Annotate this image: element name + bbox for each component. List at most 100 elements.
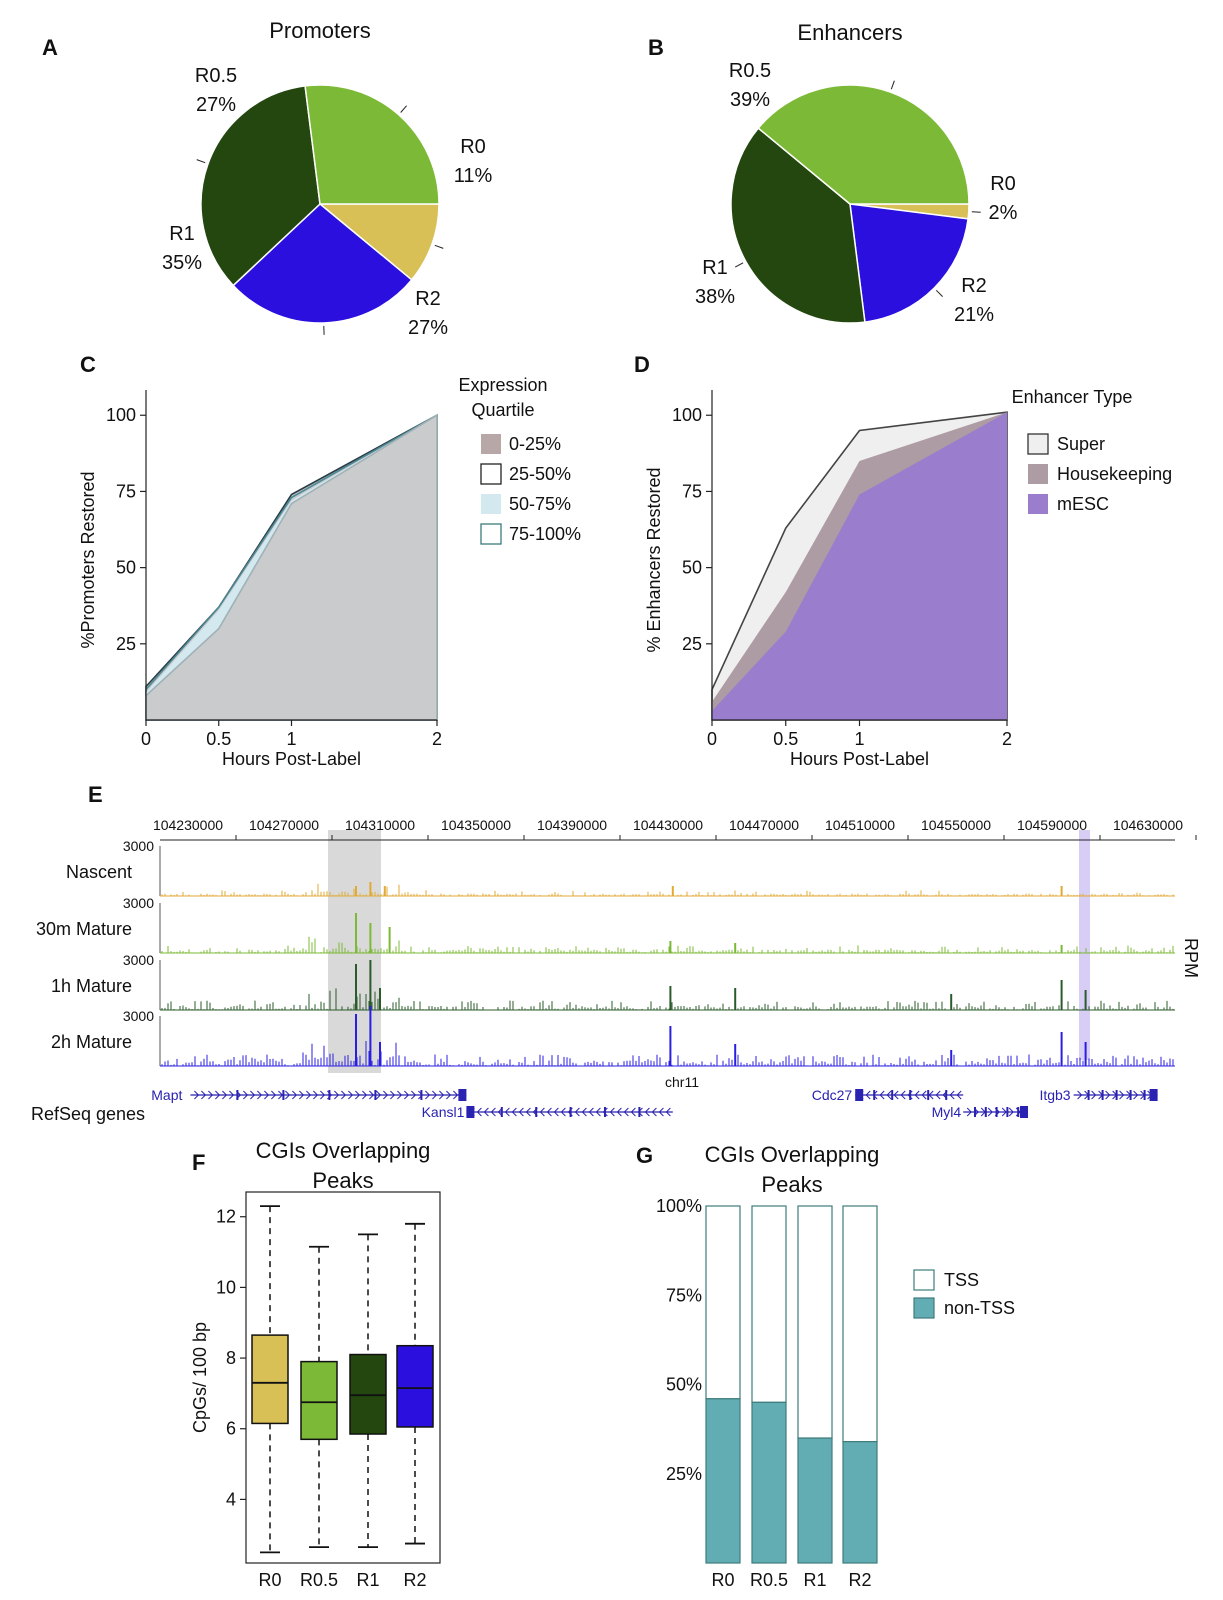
legend-label-housekeeping: Housekeeping xyxy=(1057,464,1172,484)
legend-swatch-tss xyxy=(913,1269,935,1291)
y-tick-label: 25 xyxy=(682,634,702,654)
legend-swatch-0-25 xyxy=(481,434,501,454)
x-tick-label: 1 xyxy=(854,729,864,749)
pie-slice-r2 xyxy=(849,203,969,323)
gene-exon-kansl1 xyxy=(466,1106,475,1118)
category-label-r1: R1 xyxy=(803,1570,826,1590)
panel-label-b: B xyxy=(648,35,664,60)
panel-label-f: F xyxy=(192,1150,205,1175)
legend-title-line-2: Quartile xyxy=(471,400,534,420)
x-tick-label: 1 xyxy=(286,729,296,749)
pie-slice-r1 xyxy=(730,127,866,324)
x-tick-label: 0.5 xyxy=(773,729,798,749)
track-signal-2h-mature xyxy=(161,1041,1174,1066)
box-r2 xyxy=(396,1344,434,1428)
pie-leader-r2 xyxy=(935,289,943,297)
y-tick-label: 50 xyxy=(682,558,702,578)
pie-pct-r1: 38% xyxy=(695,286,735,308)
gene-exon-itgb3 xyxy=(1143,1090,1146,1100)
pie-label-r2: R2 xyxy=(415,288,441,310)
bar-title-line-2: Peaks xyxy=(761,1172,822,1197)
pie-leader-r1 xyxy=(734,262,744,268)
pie-leader-r0 xyxy=(434,244,444,249)
pie-label-r0-5: R0.5 xyxy=(195,65,237,87)
legend-swatch-non-tss xyxy=(913,1297,935,1319)
gene-exon-cdc27 xyxy=(927,1090,930,1100)
x-axis-label: Hours Post-Label xyxy=(790,749,929,769)
bar-tss-r1 xyxy=(797,1205,833,1439)
panel-g-cgi-stacked-bars: G CGIs Overlapping Peaks 25% 50% 75% 100% R0 R0… xyxy=(636,1142,1015,1590)
pie-leader-r1 xyxy=(196,159,206,164)
gene-exon-myl4 xyxy=(984,1107,987,1117)
gene-exon-kansl1 xyxy=(638,1107,641,1117)
panel-label-g: G xyxy=(636,1143,653,1168)
x-tick-label: 2 xyxy=(1002,729,1012,749)
y-tick-label: 50 xyxy=(116,558,136,578)
track-max-label: 3000 xyxy=(123,838,154,854)
y-tick-label: 100% xyxy=(656,1196,702,1216)
legend-title-line-1: Expression xyxy=(458,375,547,395)
bar-tss-r0-5 xyxy=(751,1205,787,1403)
track-max-label: 3000 xyxy=(123,895,154,911)
panel-label-d: D xyxy=(634,352,650,377)
panel-label-a: A xyxy=(42,35,58,60)
pie-pct-r0: 2% xyxy=(989,202,1018,224)
coordinate-label: 104470000 xyxy=(729,817,799,833)
panel-e-genome-browser: E 104230000 104270000 104310000 104350000 10… xyxy=(31,782,1201,1124)
gene-exon-itgb3 xyxy=(1149,1089,1158,1101)
coordinate-label: 104430000 xyxy=(633,817,703,833)
legend-label-25-50: 25-50% xyxy=(509,464,571,484)
pie-pct-r2: 27% xyxy=(408,317,448,339)
pie-label-r0: R0 xyxy=(460,136,486,158)
gene-exon-myl4 xyxy=(1017,1107,1020,1117)
gene-exon-mapt xyxy=(458,1089,467,1101)
gene-exon-cdc27 xyxy=(891,1090,894,1100)
pie-slice-r2 xyxy=(232,203,413,324)
coordinate-label: 104590000 xyxy=(1017,817,1087,833)
gene-arrows-mapt xyxy=(194,1090,466,1100)
promoters-title: Promoters xyxy=(269,18,370,43)
legend-swatch-75-100 xyxy=(480,523,502,545)
legend-swatch-housekeeping xyxy=(1028,464,1048,484)
gene-exon-mapt xyxy=(374,1090,377,1100)
gene-exon-itgb3 xyxy=(1129,1090,1132,1100)
gene-exon-itgb3 xyxy=(1101,1090,1104,1100)
pie-slice-r0 xyxy=(317,203,440,281)
bar-non-tss-r0-5 xyxy=(751,1401,787,1564)
gene-exon-mapt xyxy=(328,1090,331,1100)
track-signal-nascent xyxy=(161,883,1174,896)
gene-exon-cdc27 xyxy=(945,1090,948,1100)
pie-leader-r0-5 xyxy=(400,105,407,113)
gene-exon-mapt xyxy=(282,1090,285,1100)
y-tick-label: 25 xyxy=(116,634,136,654)
gene-exon-myl4 xyxy=(995,1107,998,1117)
category-label-r2: R2 xyxy=(848,1570,871,1590)
x-axis-label: Hours Post-Label xyxy=(222,749,361,769)
y-tick-label: 25% xyxy=(666,1464,702,1484)
chromosome-label: chr11 xyxy=(665,1074,699,1090)
y-tick-label: 75% xyxy=(666,1285,702,1305)
gene-name-myl4: Myl4 xyxy=(932,1104,962,1120)
coordinate-label: 104630000 xyxy=(1113,817,1183,833)
gene-name-itgb3: Itgb3 xyxy=(1039,1087,1070,1103)
legend-swatch-super xyxy=(1027,433,1049,455)
panel-c-promoters-restored: C 25 50 75 100 0 0.5 1 2 Hours Post-Label %Promot… xyxy=(78,352,581,769)
panel-f-cgi-boxplot: F CGIs Overlapping Peaks 4 6 8 10 12 CpGs/ 100 … xyxy=(190,1138,441,1590)
legend-label-super: Super xyxy=(1057,434,1105,454)
track-name-2h-mature: 2h Mature xyxy=(51,1032,132,1052)
pie-leader-r0 xyxy=(971,211,981,213)
coordinate-label: 104350000 xyxy=(441,817,511,833)
pie-label-r0: R0 xyxy=(990,173,1016,195)
legend-title: Enhancer Type xyxy=(1012,387,1133,407)
y-tick-label: 6 xyxy=(226,1419,236,1439)
category-label-r2: R2 xyxy=(403,1570,426,1590)
coordinate-label: 104310000 xyxy=(345,817,415,833)
y-axis-label: %Promoters Restored xyxy=(78,471,98,648)
y-tick-label: 4 xyxy=(226,1489,236,1509)
box-r0-5 xyxy=(300,1360,338,1441)
gene-exon-kansl1 xyxy=(604,1107,606,1117)
gene-exon-kansl1 xyxy=(500,1107,503,1117)
gene-exon-kansl1 xyxy=(535,1107,538,1117)
gene-name-cdc27: Cdc27 xyxy=(812,1087,853,1103)
legend-label-75-100: 75-100% xyxy=(509,524,581,544)
